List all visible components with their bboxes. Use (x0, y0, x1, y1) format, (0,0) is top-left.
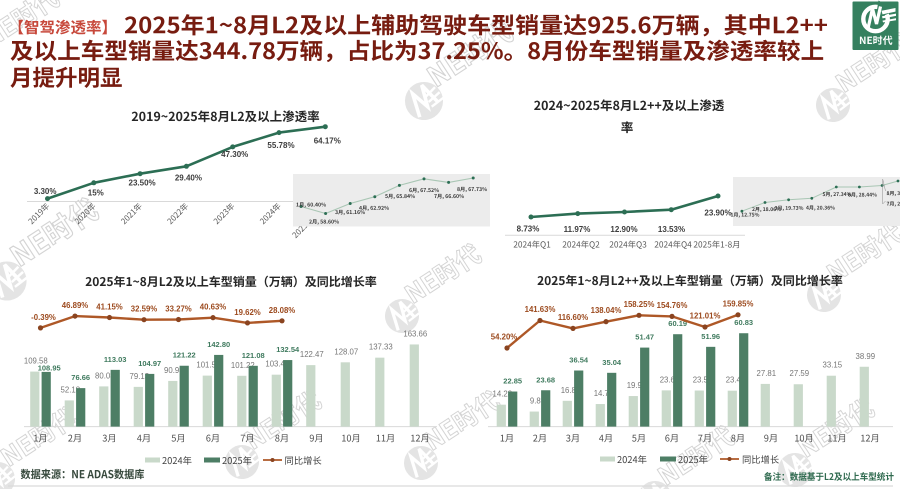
svg-text:32.59%: 32.59% (131, 305, 158, 314)
svg-text:23.5: 23.5 (693, 376, 709, 385)
svg-text:23.6: 23.6 (660, 375, 675, 384)
svg-text:9.8: 9.8 (530, 397, 541, 406)
svg-text:121.08: 121.08 (242, 351, 265, 360)
svg-text:27.81: 27.81 (757, 369, 777, 378)
svg-text:15%: 15% (88, 189, 104, 198)
svg-text:154.76%: 154.76% (657, 301, 688, 310)
svg-text:19.9: 19.9 (627, 381, 642, 390)
svg-text:104.97: 104.97 (138, 359, 161, 368)
svg-text:90.98: 90.98 (164, 366, 184, 375)
svg-text:23.50%: 23.50% (129, 178, 156, 187)
svg-text:116.60%: 116.60% (558, 313, 588, 322)
svg-text:13.53%: 13.53% (658, 225, 685, 234)
svg-text:3.30%: 3.30% (34, 187, 57, 196)
svg-text:141.63%: 141.63% (525, 305, 556, 314)
svg-text:40.63%: 40.63% (200, 303, 227, 312)
svg-text:16.8: 16.8 (561, 386, 576, 395)
svg-text:132.54: 132.54 (276, 345, 300, 354)
svg-text:138.04%: 138.04% (591, 306, 622, 315)
svg-text:46.89%: 46.89% (62, 301, 89, 310)
svg-text:12.90%: 12.90% (610, 225, 637, 234)
svg-text:159.85%: 159.85% (723, 299, 754, 308)
svg-text:-0.39%: -0.39% (31, 313, 56, 322)
svg-text:36.54: 36.54 (569, 356, 589, 365)
svg-text:14.28: 14.28 (493, 390, 513, 399)
svg-text:137.33: 137.33 (369, 343, 393, 352)
svg-text:79.13: 79.13 (130, 372, 150, 381)
svg-text:51.96: 51.96 (701, 332, 720, 341)
svg-text:122.47: 122.47 (300, 350, 324, 359)
svg-text:54.20%: 54.20% (491, 333, 518, 342)
svg-text:80.08: 80.08 (95, 371, 115, 380)
svg-text:41.15%: 41.15% (96, 303, 123, 312)
svg-text:121.22: 121.22 (173, 351, 196, 360)
svg-text:35.04: 35.04 (602, 358, 622, 367)
svg-text:33.27%: 33.27% (165, 305, 192, 314)
svg-text:8.73%: 8.73% (517, 225, 540, 234)
svg-text:121.01%: 121.01% (690, 312, 721, 321)
svg-text:23.4: 23.4 (726, 376, 742, 385)
svg-text:33.15: 33.15 (823, 361, 843, 370)
svg-text:19.62%: 19.62% (234, 308, 261, 317)
svg-text:108.95: 108.95 (38, 364, 61, 373)
svg-text:101.22: 101.22 (231, 361, 255, 370)
svg-text:109.58: 109.58 (24, 357, 48, 366)
svg-text:128.07: 128.07 (334, 347, 358, 356)
svg-text:23.68: 23.68 (536, 375, 555, 384)
svg-text:60.83: 60.83 (734, 318, 753, 327)
svg-text:38.99: 38.99 (856, 352, 876, 361)
svg-text:23.90%: 23.90% (704, 209, 731, 218)
svg-text:113.03: 113.03 (104, 355, 127, 364)
svg-text:27.59: 27.59 (790, 369, 810, 378)
svg-text:52.18: 52.18 (61, 385, 81, 394)
svg-text:60.19: 60.19 (668, 319, 687, 328)
svg-text:142.80: 142.80 (207, 340, 230, 349)
svg-text:22.85: 22.85 (503, 377, 522, 386)
svg-text:28.08%: 28.08% (269, 306, 296, 315)
svg-text:158.25%: 158.25% (624, 300, 655, 309)
svg-text:47.30%: 47.30% (221, 150, 248, 159)
svg-text:103.43: 103.43 (265, 360, 289, 369)
svg-text:101.56: 101.56 (196, 361, 220, 370)
svg-text:55.78%: 55.78% (267, 141, 294, 150)
svg-text:29.40%: 29.40% (175, 173, 202, 182)
svg-text:163.66: 163.66 (403, 329, 427, 338)
svg-text:11.97%: 11.97% (564, 225, 591, 234)
svg-text:76.66: 76.66 (71, 373, 90, 382)
svg-text:51.47: 51.47 (635, 333, 654, 342)
svg-text:64.17%: 64.17% (314, 137, 341, 146)
svg-text:14.7: 14.7 (594, 389, 609, 398)
